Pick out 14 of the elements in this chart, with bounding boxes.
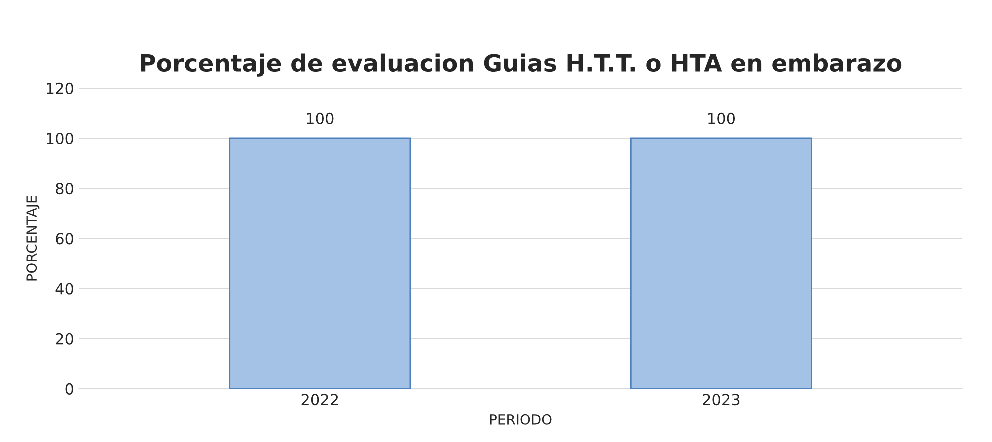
y-tick-label: 40	[56, 283, 74, 295]
x-tick-label: 2022	[302, 394, 338, 406]
data-label: 100	[708, 112, 736, 124]
x-axis-title: PERIODO	[490, 414, 552, 425]
y-tick-label: 100	[47, 132, 74, 145]
chart-title: Porcentaje de evaluacion Guias H.T.T. o HTA en embarazo	[141, 54, 902, 77]
y-tick-label: 120	[47, 82, 74, 94]
y-tick-label: 80	[56, 183, 74, 195]
y-tick-label: 20	[56, 333, 74, 345]
y-axis-title: PORCENTAJE	[26, 196, 40, 281]
y-tick-label: 0	[66, 383, 74, 395]
y-tick-label: 60	[56, 233, 74, 245]
x-tick-label: 2023	[703, 394, 740, 406]
data-label: 100	[307, 112, 334, 124]
